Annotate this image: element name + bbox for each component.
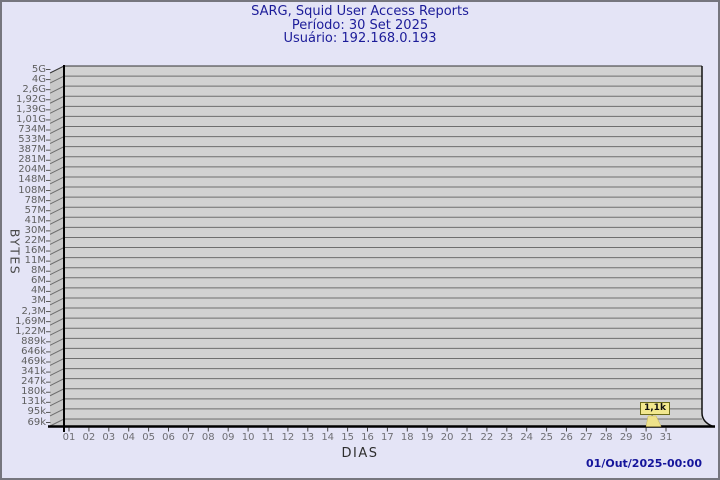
data-point-callout: 1,1k <box>640 402 670 415</box>
y-tick-label: 57M <box>24 204 46 216</box>
x-tick-label: 03 <box>102 432 116 443</box>
y-tick-label: 2,3M <box>21 305 46 317</box>
y-tick-label: 204M <box>18 164 46 176</box>
x-axis-title: DIAS <box>341 446 379 461</box>
y-tick-label: 78M <box>24 194 46 206</box>
y-tick-label: 889k <box>21 335 46 347</box>
y-tick-label: 11M <box>24 255 46 267</box>
y-tick-label: 16M <box>24 245 46 257</box>
x-tick-label: 23 <box>500 432 514 443</box>
chart-user: Usuário: 192.168.0.193 <box>283 31 437 46</box>
y-tick-label: 69k <box>27 416 46 428</box>
plot-floor <box>50 419 713 427</box>
x-tick-label: 18 <box>400 432 414 443</box>
y-tick-label: 2,6G <box>22 83 46 95</box>
x-tick-label: 13 <box>301 432 315 443</box>
generation-timestamp: 01/Out/2025-00:00 <box>586 457 702 470</box>
y-tick-label: 734M <box>18 124 46 135</box>
x-tick-label: 07 <box>182 432 195 443</box>
y-tick-label: 1,92G <box>15 93 46 105</box>
y-tick-label: 3M <box>31 295 46 307</box>
x-tick-label: 22 <box>480 432 494 443</box>
x-tick-label: 31 <box>659 432 673 443</box>
x-tick-label: 02 <box>82 432 96 443</box>
y-tick-label: 1,39G <box>15 103 46 115</box>
plot-right-border <box>701 66 714 428</box>
x-tick-label: 11 <box>261 432 275 443</box>
x-tick-label: 21 <box>460 432 474 443</box>
y-tick-label: 30M <box>24 224 46 236</box>
y-tick-label: 469k <box>21 355 46 367</box>
x-tick-label: 15 <box>341 432 354 443</box>
x-tick-label: 26 <box>560 432 573 443</box>
y-tick-label: 41M <box>24 214 46 226</box>
chart-period: Período: 30 Set 2025 <box>291 17 429 33</box>
y-tick-label: 6M <box>31 275 46 287</box>
x-tick-label: 24 <box>520 432 534 443</box>
y-tick-label: 4G <box>31 73 46 85</box>
x-tick-label: 25 <box>540 432 553 443</box>
x-tick-label: 16 <box>361 432 374 443</box>
x-tick-label: 30 <box>639 432 653 443</box>
y-tick-label: 180k <box>21 386 46 398</box>
x-tick-label: 20 <box>440 432 454 443</box>
plot-area <box>64 66 702 419</box>
x-tick-label: 01 <box>62 432 76 443</box>
x-tick-label: 10 <box>241 432 255 443</box>
y-tick-label: 1,01G <box>15 113 46 125</box>
plot-left-wall <box>50 66 64 426</box>
y-tick-label: 8M <box>31 265 46 277</box>
x-tick-label: 04 <box>122 432 136 443</box>
y-tick-label: 281M <box>18 154 46 166</box>
chart-title: SARG, Squid User Access Reports <box>251 4 469 19</box>
y-tick-label: 646k <box>21 345 46 357</box>
x-tick-label: 29 <box>619 432 633 443</box>
y-tick-label: 387M <box>18 144 46 156</box>
x-tick-label: 19 <box>420 432 434 443</box>
x-tick-label: 09 <box>221 432 235 443</box>
x-tick-label: 14 <box>321 432 335 443</box>
x-tick-label: 06 <box>162 432 175 443</box>
x-tick-label: 08 <box>201 432 215 443</box>
y-tick-label: 341k <box>21 366 46 378</box>
x-tick-label: 27 <box>580 432 593 443</box>
y-tick-label: 1,69M <box>15 315 46 327</box>
y-tick-label: 247k <box>21 376 46 388</box>
y-tick-label: 131k <box>21 396 46 408</box>
chart-header: SARG, Squid User Access Reports Período:… <box>2 5 718 46</box>
y-tick-label: 4M <box>31 285 46 297</box>
y-tick-label: 5G <box>31 63 46 75</box>
y-tick-label: 108M <box>18 184 46 196</box>
x-tick-label: 28 <box>599 432 613 443</box>
y-tick-label: 533M <box>18 134 46 146</box>
y-tick-label: 22M <box>24 234 46 246</box>
x-tick-label: 12 <box>281 432 295 443</box>
x-tick-label: 17 <box>381 432 394 443</box>
y-tick-label: 1,22M <box>15 325 46 337</box>
y-tick-label: 95k <box>27 406 46 418</box>
callout-wedge <box>645 415 662 427</box>
x-tick-label: 05 <box>142 432 155 443</box>
y-tick-label: 148M <box>18 174 46 186</box>
